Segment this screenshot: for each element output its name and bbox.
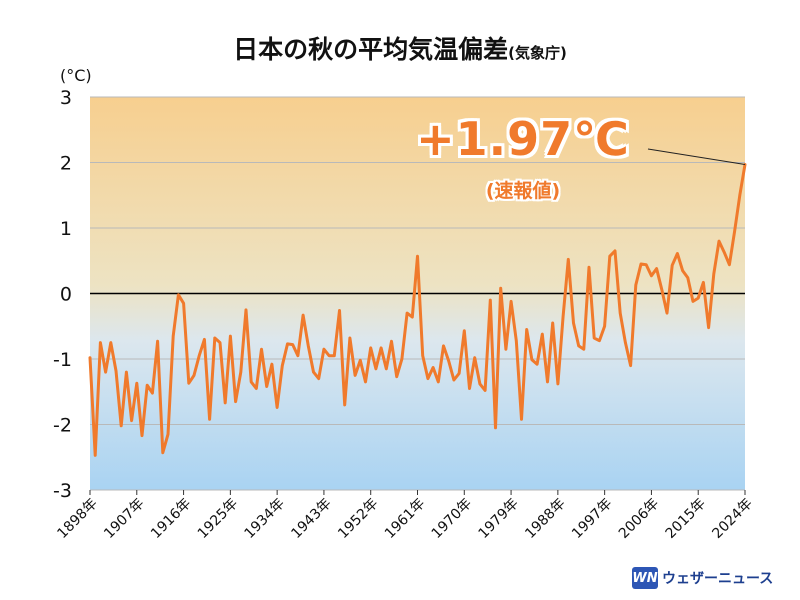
x-tick-label: 1934年 (242, 496, 288, 542)
y-tick-label: -1 (53, 349, 72, 371)
x-tick-label: 1997年 (569, 496, 615, 542)
x-tick-label: 2015年 (663, 496, 709, 542)
y-tick-label: -3 (53, 480, 72, 502)
x-tick-label: 2006年 (616, 496, 662, 542)
x-tick-label: 2024年 (709, 496, 755, 542)
weathernews-logo: WN ウェザーニュース (632, 566, 773, 590)
weathernews-logo-text: ウェザーニュース (662, 571, 774, 587)
x-tick-label: 1925年 (195, 496, 241, 542)
y-tick-label: -2 (53, 415, 72, 437)
y-tick-label: 1 (60, 218, 72, 240)
preliminary-note: (速報値) (485, 180, 561, 202)
y-tick-label: 2 (60, 153, 72, 175)
x-tick-label: 1961年 (382, 496, 428, 542)
x-tick-label: 1952年 (335, 496, 381, 542)
chart-title-main: 日本の秋の平均気温偏差 (233, 35, 509, 64)
latest-value-callout: +1.97℃ (416, 112, 630, 166)
x-tick-label: 1916年 (148, 496, 194, 542)
x-tick-label: 1988年 (522, 496, 568, 542)
grid-lines (90, 96, 745, 491)
series-line (88, 163, 747, 457)
y-tick-label: 0 (60, 284, 72, 306)
x-tick-label: 1970年 (429, 496, 475, 542)
x-tick-label: 1979年 (475, 496, 521, 542)
chart-title: 日本の秋の平均気温偏差(気象庁) (0, 30, 800, 66)
x-tick-label: 1898年 (54, 496, 100, 542)
weathernews-logo-icon: WN (632, 567, 658, 589)
y-tick-label: 3 (60, 87, 72, 109)
callout-leader-line (647, 148, 746, 165)
y-axis-ticks: 3 2 1 0 -1 -2 -3 (53, 87, 72, 502)
chart-title-source: (気象庁) (508, 44, 567, 62)
x-tick-label: 1907年 (101, 496, 147, 542)
y-axis-unit-label: (°C) (60, 66, 92, 85)
x-axis-ticks: 1898年 1907年 1916年 1925年 1934年 1943年 1952年 1961年… (54, 490, 756, 542)
x-tick-label: 1943年 (288, 496, 334, 542)
